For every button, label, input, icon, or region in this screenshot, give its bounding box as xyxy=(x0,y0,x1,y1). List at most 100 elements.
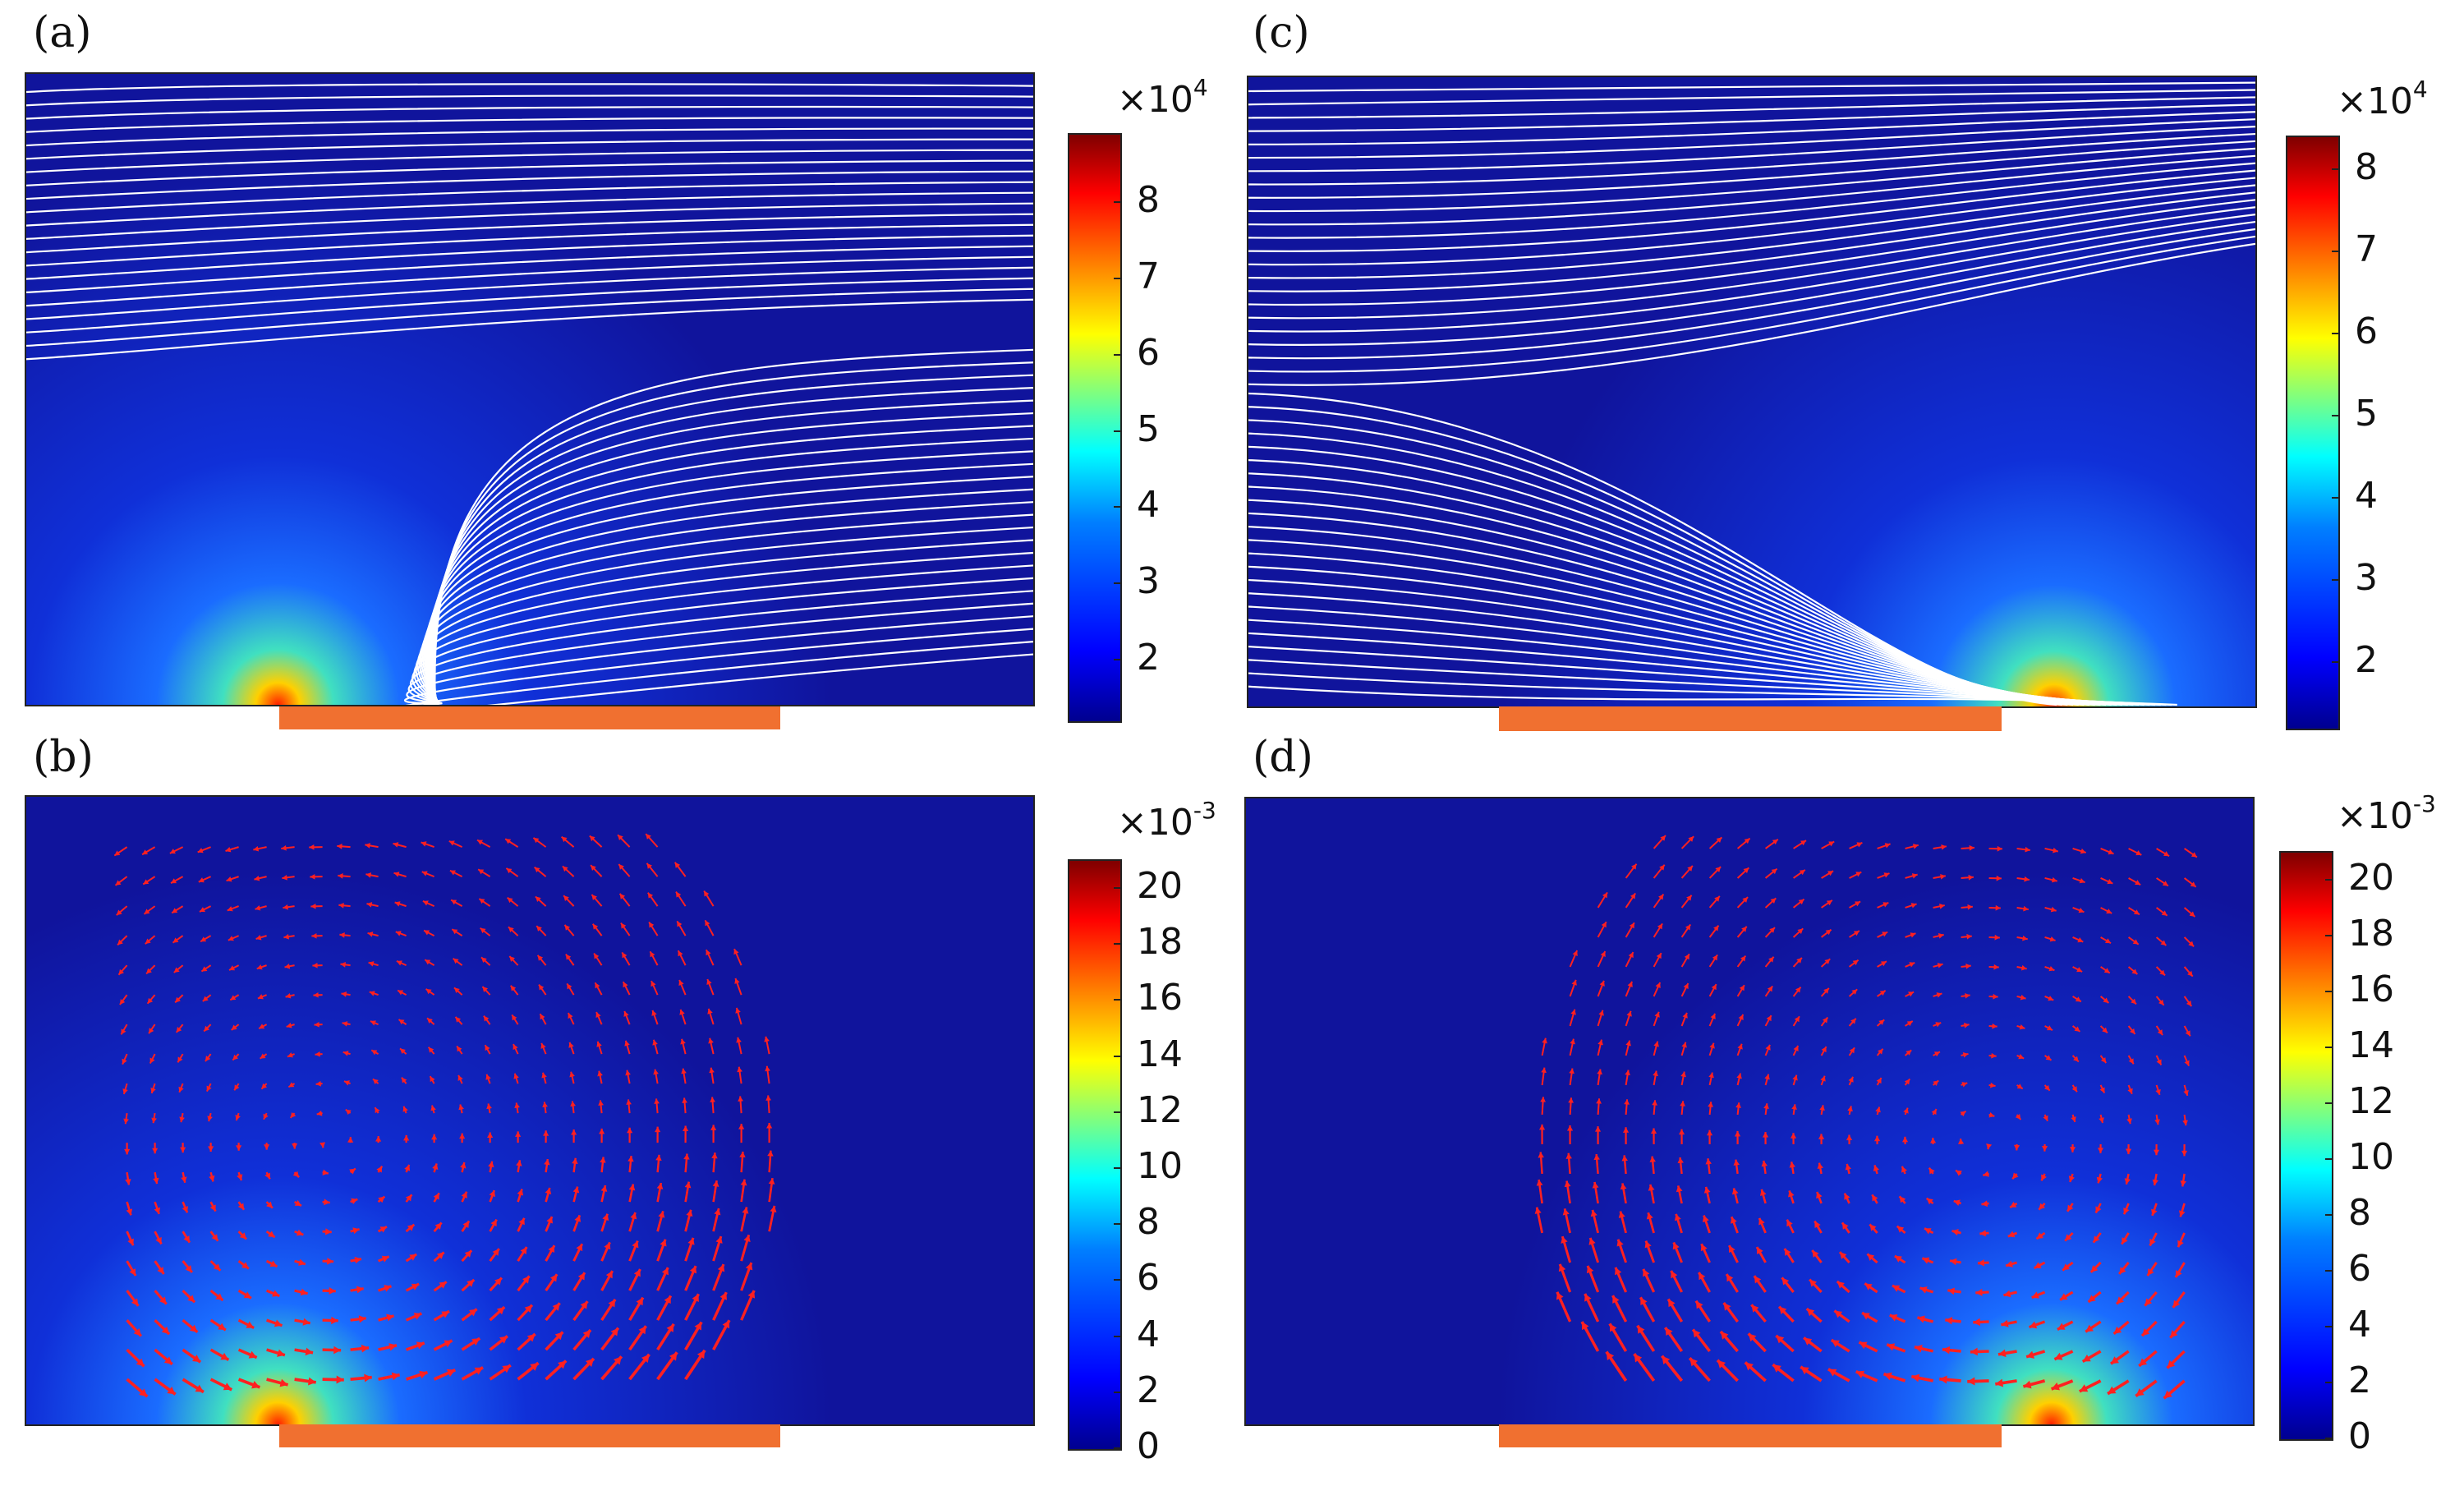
flow-arrowhead xyxy=(207,1116,213,1122)
flow-arrowhead xyxy=(1757,1247,1763,1254)
field-svg xyxy=(1246,798,2253,1424)
flow-arrowhead xyxy=(343,1080,350,1086)
flow-arrowhead xyxy=(1648,1184,1655,1191)
colorbar-tick-mark xyxy=(1114,430,1122,432)
flow-arrowhead xyxy=(2125,1148,2132,1155)
flow-arrowhead xyxy=(169,849,176,854)
flow-arrowhead xyxy=(1570,1009,1576,1015)
flow-arrowhead xyxy=(1978,1259,1985,1267)
flow-arrowhead xyxy=(735,1007,741,1014)
flow-arrowhead xyxy=(1693,1329,1701,1338)
colorbar-tick-label: 7 xyxy=(2355,228,2378,270)
flow-arrowhead xyxy=(1736,1073,1742,1079)
flow-arrowhead xyxy=(669,1352,678,1361)
flow-arrowhead xyxy=(1674,1213,1681,1221)
flow-arrowhead xyxy=(310,903,316,909)
flow-arrowhead xyxy=(2041,1145,2048,1152)
flow-arrowhead xyxy=(422,900,429,906)
flow-arrowhead xyxy=(2057,1323,2066,1330)
flow-arrowhead xyxy=(2044,1084,2050,1091)
streamline xyxy=(1248,81,2255,93)
flow-arrowhead xyxy=(664,1295,671,1304)
flow-arrowhead xyxy=(1792,1074,1798,1081)
flow-arrowhead xyxy=(384,1285,392,1292)
flow-arrowhead xyxy=(1702,1215,1709,1222)
flow-arrowhead xyxy=(1938,933,1944,939)
flow-arrowhead xyxy=(2113,1326,2122,1334)
flow-arrowhead xyxy=(341,991,347,997)
flow-arrowhead xyxy=(185,1265,192,1272)
flow-arrowhead xyxy=(1933,1051,1940,1057)
flow-arrowhead xyxy=(1819,1105,1825,1111)
colorbar-tick-mark xyxy=(2325,1438,2333,1439)
flow-arrowhead xyxy=(740,1179,747,1186)
flow-arrowhead xyxy=(689,1266,697,1274)
flow-arrowhead xyxy=(183,1235,190,1243)
flow-arrowhead xyxy=(548,1245,554,1254)
flow-arrowhead xyxy=(2163,851,2170,857)
flow-arrowhead xyxy=(1767,986,1773,992)
colorbar-tick-label: 6 xyxy=(1137,331,1160,374)
flow-arrowhead xyxy=(1845,1163,1851,1171)
flow-arrowhead xyxy=(1769,927,1775,933)
flow-arrowhead xyxy=(1689,1358,1699,1367)
flow-arrowhead xyxy=(175,996,181,1003)
flow-arrowhead xyxy=(580,1301,588,1309)
flow-arrowhead xyxy=(2184,1060,2190,1066)
flow-arrowhead xyxy=(1839,1252,1847,1259)
flow-arrowhead xyxy=(256,964,263,970)
plot-b-arrows xyxy=(25,795,1035,1426)
flow-arrowhead xyxy=(1609,1323,1617,1332)
flow-arrowhead xyxy=(2006,1260,2013,1267)
flow-arrowhead xyxy=(1571,979,1577,986)
flow-arrowhead xyxy=(393,842,399,848)
flow-arrowhead xyxy=(692,1294,699,1302)
flow-arrowhead xyxy=(145,938,151,945)
flow-arrowhead xyxy=(338,903,344,909)
streamline xyxy=(26,288,1033,347)
flow-arrowhead xyxy=(1911,873,1918,879)
flow-arrowhead xyxy=(336,1375,344,1384)
flow-arrowhead xyxy=(766,1123,773,1129)
flow-arrowhead xyxy=(2018,1054,2025,1060)
flow-arrowhead xyxy=(1711,984,1717,991)
streamline xyxy=(1248,177,2255,266)
flow-arrowhead xyxy=(464,1250,472,1258)
flow-arrowhead xyxy=(572,1186,580,1194)
flow-arrowhead xyxy=(545,1188,552,1194)
flow-arrowhead xyxy=(394,901,401,907)
flow-arrowhead xyxy=(1671,1270,1678,1279)
flow-arrowhead xyxy=(1928,1167,1935,1175)
flow-arrowhead xyxy=(1685,924,1691,931)
flow-arrowhead xyxy=(487,1132,494,1139)
flow-arrowhead xyxy=(1800,1366,1809,1375)
flow-arrowhead xyxy=(2122,1237,2128,1244)
flow-arrowhead xyxy=(251,1380,260,1389)
flow-arrowhead xyxy=(2079,877,2085,884)
flow-arrowhead xyxy=(509,956,515,962)
flow-arrowhead xyxy=(167,1386,176,1395)
flow-arrowhead xyxy=(1662,1355,1671,1364)
flow-arrowhead xyxy=(1723,1302,1731,1311)
flow-arrowhead xyxy=(1903,1107,1909,1114)
flow-arrowhead xyxy=(489,1190,495,1198)
colorbar-tick-label: 8 xyxy=(1137,1201,1160,1244)
plot-d-arrows xyxy=(1244,797,2255,1426)
panel-label-a: (a) xyxy=(33,8,92,58)
flow-arrowhead xyxy=(1652,1100,1657,1106)
flow-arrowhead xyxy=(1800,840,1806,846)
flow-arrowhead xyxy=(641,1354,650,1364)
flow-arrowhead xyxy=(686,1209,693,1217)
flow-arrowhead xyxy=(1680,1071,1686,1078)
flow-arrowhead xyxy=(2010,1201,2017,1208)
flow-arrowhead xyxy=(1536,1180,1543,1186)
colorbar-tick-label: 2 xyxy=(1137,1369,1160,1411)
flow-arrowhead xyxy=(1901,1136,1909,1143)
flow-arrowhead xyxy=(595,1012,601,1018)
flow-arrowhead xyxy=(1905,1050,1912,1056)
flow-arrowhead xyxy=(220,1352,229,1360)
flow-arrowhead xyxy=(1681,1042,1687,1048)
colorbar-tick-label: 4 xyxy=(2348,1304,2371,1346)
flow-arrowhead xyxy=(1765,1044,1771,1051)
flow-arrowhead xyxy=(264,1144,270,1150)
